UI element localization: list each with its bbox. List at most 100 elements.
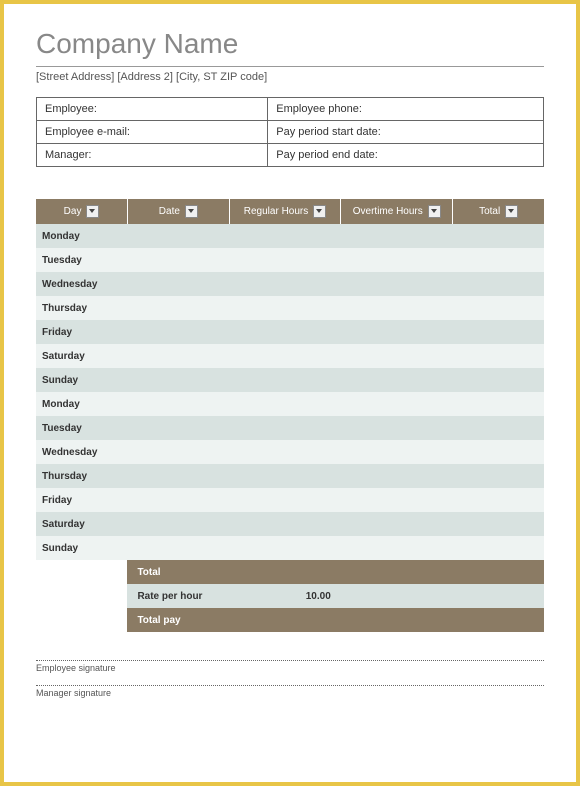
- cell-total[interactable]: [453, 224, 544, 248]
- cell-regular[interactable]: [229, 488, 341, 512]
- filter-icon[interactable]: [428, 205, 441, 218]
- cell-total[interactable]: [453, 296, 544, 320]
- rate-label: Rate per hour: [127, 584, 229, 608]
- cell-day[interactable]: Thursday: [36, 296, 127, 320]
- cell-day[interactable]: Thursday: [36, 464, 127, 488]
- cell-day[interactable]: Saturday: [36, 512, 127, 536]
- rate-value: 10.00: [229, 584, 341, 608]
- cell-regular[interactable]: [229, 320, 341, 344]
- cell-overtime[interactable]: [341, 320, 453, 344]
- cell-day[interactable]: Monday: [36, 392, 127, 416]
- cell-day[interactable]: Friday: [36, 488, 127, 512]
- cell-regular[interactable]: [229, 440, 341, 464]
- col-header-date-label: Date: [159, 206, 180, 217]
- cell-overtime[interactable]: [341, 296, 453, 320]
- cell-total[interactable]: [453, 416, 544, 440]
- cell-total[interactable]: [453, 344, 544, 368]
- cell-date[interactable]: [127, 320, 229, 344]
- cell-regular[interactable]: [229, 344, 341, 368]
- cell-total[interactable]: [453, 320, 544, 344]
- cell-regular[interactable]: [229, 224, 341, 248]
- cell-day[interactable]: Tuesday: [36, 416, 127, 440]
- table-row: Sunday: [36, 536, 544, 560]
- cell-regular[interactable]: [229, 368, 341, 392]
- cell-regular[interactable]: [229, 464, 341, 488]
- timesheet-page: Company Name [Street Address] [Address 2…: [0, 0, 580, 786]
- cell-regular[interactable]: [229, 536, 341, 560]
- cell-overtime[interactable]: [341, 392, 453, 416]
- cell-date[interactable]: [127, 248, 229, 272]
- cell-regular[interactable]: [229, 416, 341, 440]
- cell-day[interactable]: Tuesday: [36, 248, 127, 272]
- cell-total[interactable]: [453, 272, 544, 296]
- cell-overtime[interactable]: [341, 536, 453, 560]
- col-header-regular: Regular Hours: [229, 199, 341, 224]
- cell-date[interactable]: [127, 368, 229, 392]
- cell-day[interactable]: Sunday: [36, 536, 127, 560]
- cell-total[interactable]: [453, 512, 544, 536]
- cell-total[interactable]: [453, 440, 544, 464]
- cell-date[interactable]: [127, 392, 229, 416]
- employee-email-label: Employee e-mail:: [37, 121, 268, 144]
- cell-day[interactable]: Monday: [36, 224, 127, 248]
- manager-label: Manager:: [37, 144, 268, 167]
- cell-overtime[interactable]: [341, 224, 453, 248]
- col-header-overtime: Overtime Hours: [341, 199, 453, 224]
- cell-date[interactable]: [127, 224, 229, 248]
- city-state-zip: [City, ST ZIP code]: [176, 71, 267, 83]
- filter-icon[interactable]: [505, 205, 518, 218]
- manager-signature-line: Manager signature: [36, 685, 544, 698]
- table-row: Friday: [36, 320, 544, 344]
- table-row: Wednesday: [36, 272, 544, 296]
- cell-overtime[interactable]: [341, 488, 453, 512]
- cell-total[interactable]: [453, 536, 544, 560]
- filter-icon[interactable]: [185, 205, 198, 218]
- cell-regular[interactable]: [229, 296, 341, 320]
- cell-regular[interactable]: [229, 512, 341, 536]
- cell-date[interactable]: [127, 488, 229, 512]
- cell-total[interactable]: [453, 464, 544, 488]
- cell-date[interactable]: [127, 440, 229, 464]
- cell-overtime[interactable]: [341, 440, 453, 464]
- cell-day[interactable]: Sunday: [36, 368, 127, 392]
- filter-icon[interactable]: [86, 205, 99, 218]
- cell-date[interactable]: [127, 272, 229, 296]
- cell-date[interactable]: [127, 416, 229, 440]
- cell-day[interactable]: Saturday: [36, 344, 127, 368]
- cell-overtime[interactable]: [341, 368, 453, 392]
- cell-overtime[interactable]: [341, 464, 453, 488]
- employee-signature-line: Employee signature: [36, 660, 544, 673]
- table-row: Monday: [36, 392, 544, 416]
- cell-regular[interactable]: [229, 272, 341, 296]
- cell-overtime[interactable]: [341, 248, 453, 272]
- employee-info-table: Employee: Employee phone: Employee e-mai…: [36, 97, 544, 167]
- cell-overtime[interactable]: [341, 344, 453, 368]
- cell-overtime[interactable]: [341, 416, 453, 440]
- cell-date[interactable]: [127, 464, 229, 488]
- cell-total[interactable]: [453, 248, 544, 272]
- company-name: Company Name: [36, 28, 544, 67]
- cell-total[interactable]: [453, 368, 544, 392]
- totalpay-label: Total pay: [127, 608, 229, 632]
- cell-date[interactable]: [127, 344, 229, 368]
- col-header-regular-label: Regular Hours: [244, 206, 308, 217]
- cell-date[interactable]: [127, 512, 229, 536]
- cell-regular[interactable]: [229, 248, 341, 272]
- table-row: Friday: [36, 488, 544, 512]
- cell-overtime[interactable]: [341, 272, 453, 296]
- filter-icon[interactable]: [313, 205, 326, 218]
- cell-day[interactable]: Wednesday: [36, 440, 127, 464]
- table-row: Saturday: [36, 512, 544, 536]
- cell-total[interactable]: [453, 488, 544, 512]
- cell-day[interactable]: Wednesday: [36, 272, 127, 296]
- cell-day[interactable]: Friday: [36, 320, 127, 344]
- table-row: Wednesday: [36, 440, 544, 464]
- table-row: Saturday: [36, 344, 544, 368]
- cell-overtime[interactable]: [341, 512, 453, 536]
- col-header-total-label: Total: [479, 206, 500, 217]
- cell-total[interactable]: [453, 392, 544, 416]
- timesheet-header-row: Day Date Regular Hours Overtime Hours To…: [36, 199, 544, 224]
- cell-date[interactable]: [127, 536, 229, 560]
- cell-regular[interactable]: [229, 392, 341, 416]
- cell-date[interactable]: [127, 296, 229, 320]
